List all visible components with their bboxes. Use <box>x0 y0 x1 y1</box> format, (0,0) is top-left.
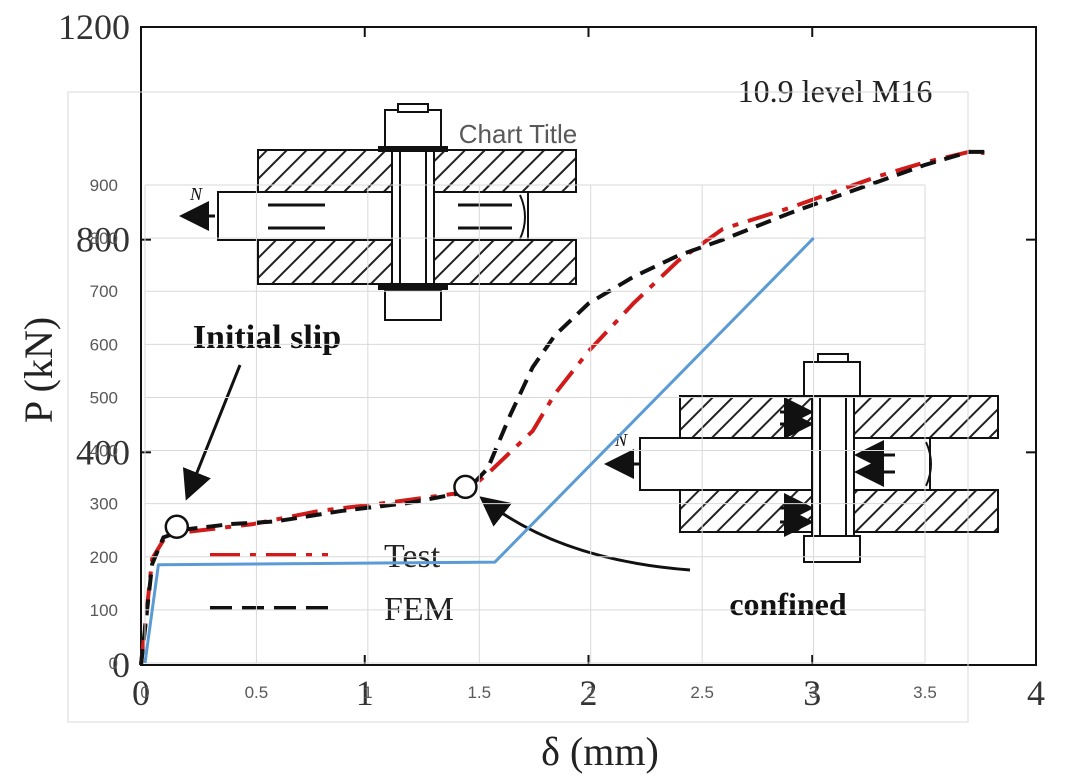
inset-joint-initial: N <box>179 103 577 321</box>
overlay-chart-frame <box>67 91 969 723</box>
overlay-x-tick-label: 3.5 <box>913 683 937 702</box>
base-x-tick-label: 3 <box>803 673 821 713</box>
overlay-grid <box>144 184 926 664</box>
base-x-tick-label: 2 <box>580 673 598 713</box>
slip-marker-1 <box>453 474 478 500</box>
overlay-y-tick-label: 300 <box>90 495 118 514</box>
overlay-series-line-0 <box>143 237 815 664</box>
inset-joint-confined: N <box>604 353 999 563</box>
overlay-ticks: 0 0.5 1 1.5 2 2.5 3 3.5 0 100 200 300 400 500 600 700 80… <box>90 176 937 702</box>
series-line-test <box>139 149 985 666</box>
overlay-x-tick-label: 3 <box>809 683 818 702</box>
overlay-y-tick-label: 700 <box>90 282 118 301</box>
base-series <box>139 149 985 666</box>
overlay-x-tick-label: 0.5 <box>245 683 269 702</box>
overlay-x-tick-label: 0 <box>140 683 149 702</box>
overlay-series <box>143 237 815 664</box>
base-x-tick-label: 4 <box>1027 673 1045 713</box>
base-ticks: 0 1 2 3 4 0 400 800 1200 <box>58 7 1045 713</box>
slip-marker-0 <box>164 514 190 540</box>
base-y-tick-label: 800 <box>76 220 130 260</box>
annotation-initial-slip: Initial slip <box>193 319 341 356</box>
overlay-y-tick-label: 200 <box>90 548 118 567</box>
inset2-force-label: N <box>614 430 628 450</box>
base-x-axis-title: δ (mm) <box>541 729 659 774</box>
overlay-y-tick-label: 100 <box>90 601 118 620</box>
base-markers <box>164 474 478 540</box>
base-x-tick-label: 1 <box>356 673 374 713</box>
base-y-tick-label: 0 <box>112 645 130 685</box>
overlay-y-tick-label: 0 <box>109 654 118 673</box>
overlay-x-tick-label: 1.5 <box>467 683 491 702</box>
overlay-y-tick-label: 900 <box>90 176 118 195</box>
annotation-confined: confined <box>729 586 847 622</box>
initial-slip-arrow <box>182 364 242 501</box>
overlay-x-tick-label: 2 <box>586 683 595 702</box>
base-x-tick-label: 0 <box>132 673 150 713</box>
overlay-x-tick-label: 2.5 <box>690 683 714 702</box>
series-line-fem <box>139 149 985 666</box>
inset1-force-label: N <box>189 184 203 204</box>
annotation-top-right: 10.9 level M16 <box>738 73 933 109</box>
base-y-axis-title: P (kN) <box>16 317 61 423</box>
overlay-y-tick-label: 400 <box>90 442 118 461</box>
base-y-tick-label: 400 <box>76 432 130 472</box>
overlay-x-tick-label: 1 <box>363 683 372 702</box>
overlay-y-tick-label: 500 <box>90 388 118 407</box>
base-y-tick-label: 1200 <box>58 7 130 47</box>
overlay-y-tick-label: 600 <box>90 335 118 354</box>
overlay-chart-title: Chart Title <box>459 119 578 149</box>
overlay-y-tick-label: 800 <box>90 229 118 248</box>
confined-arrow <box>479 496 691 572</box>
